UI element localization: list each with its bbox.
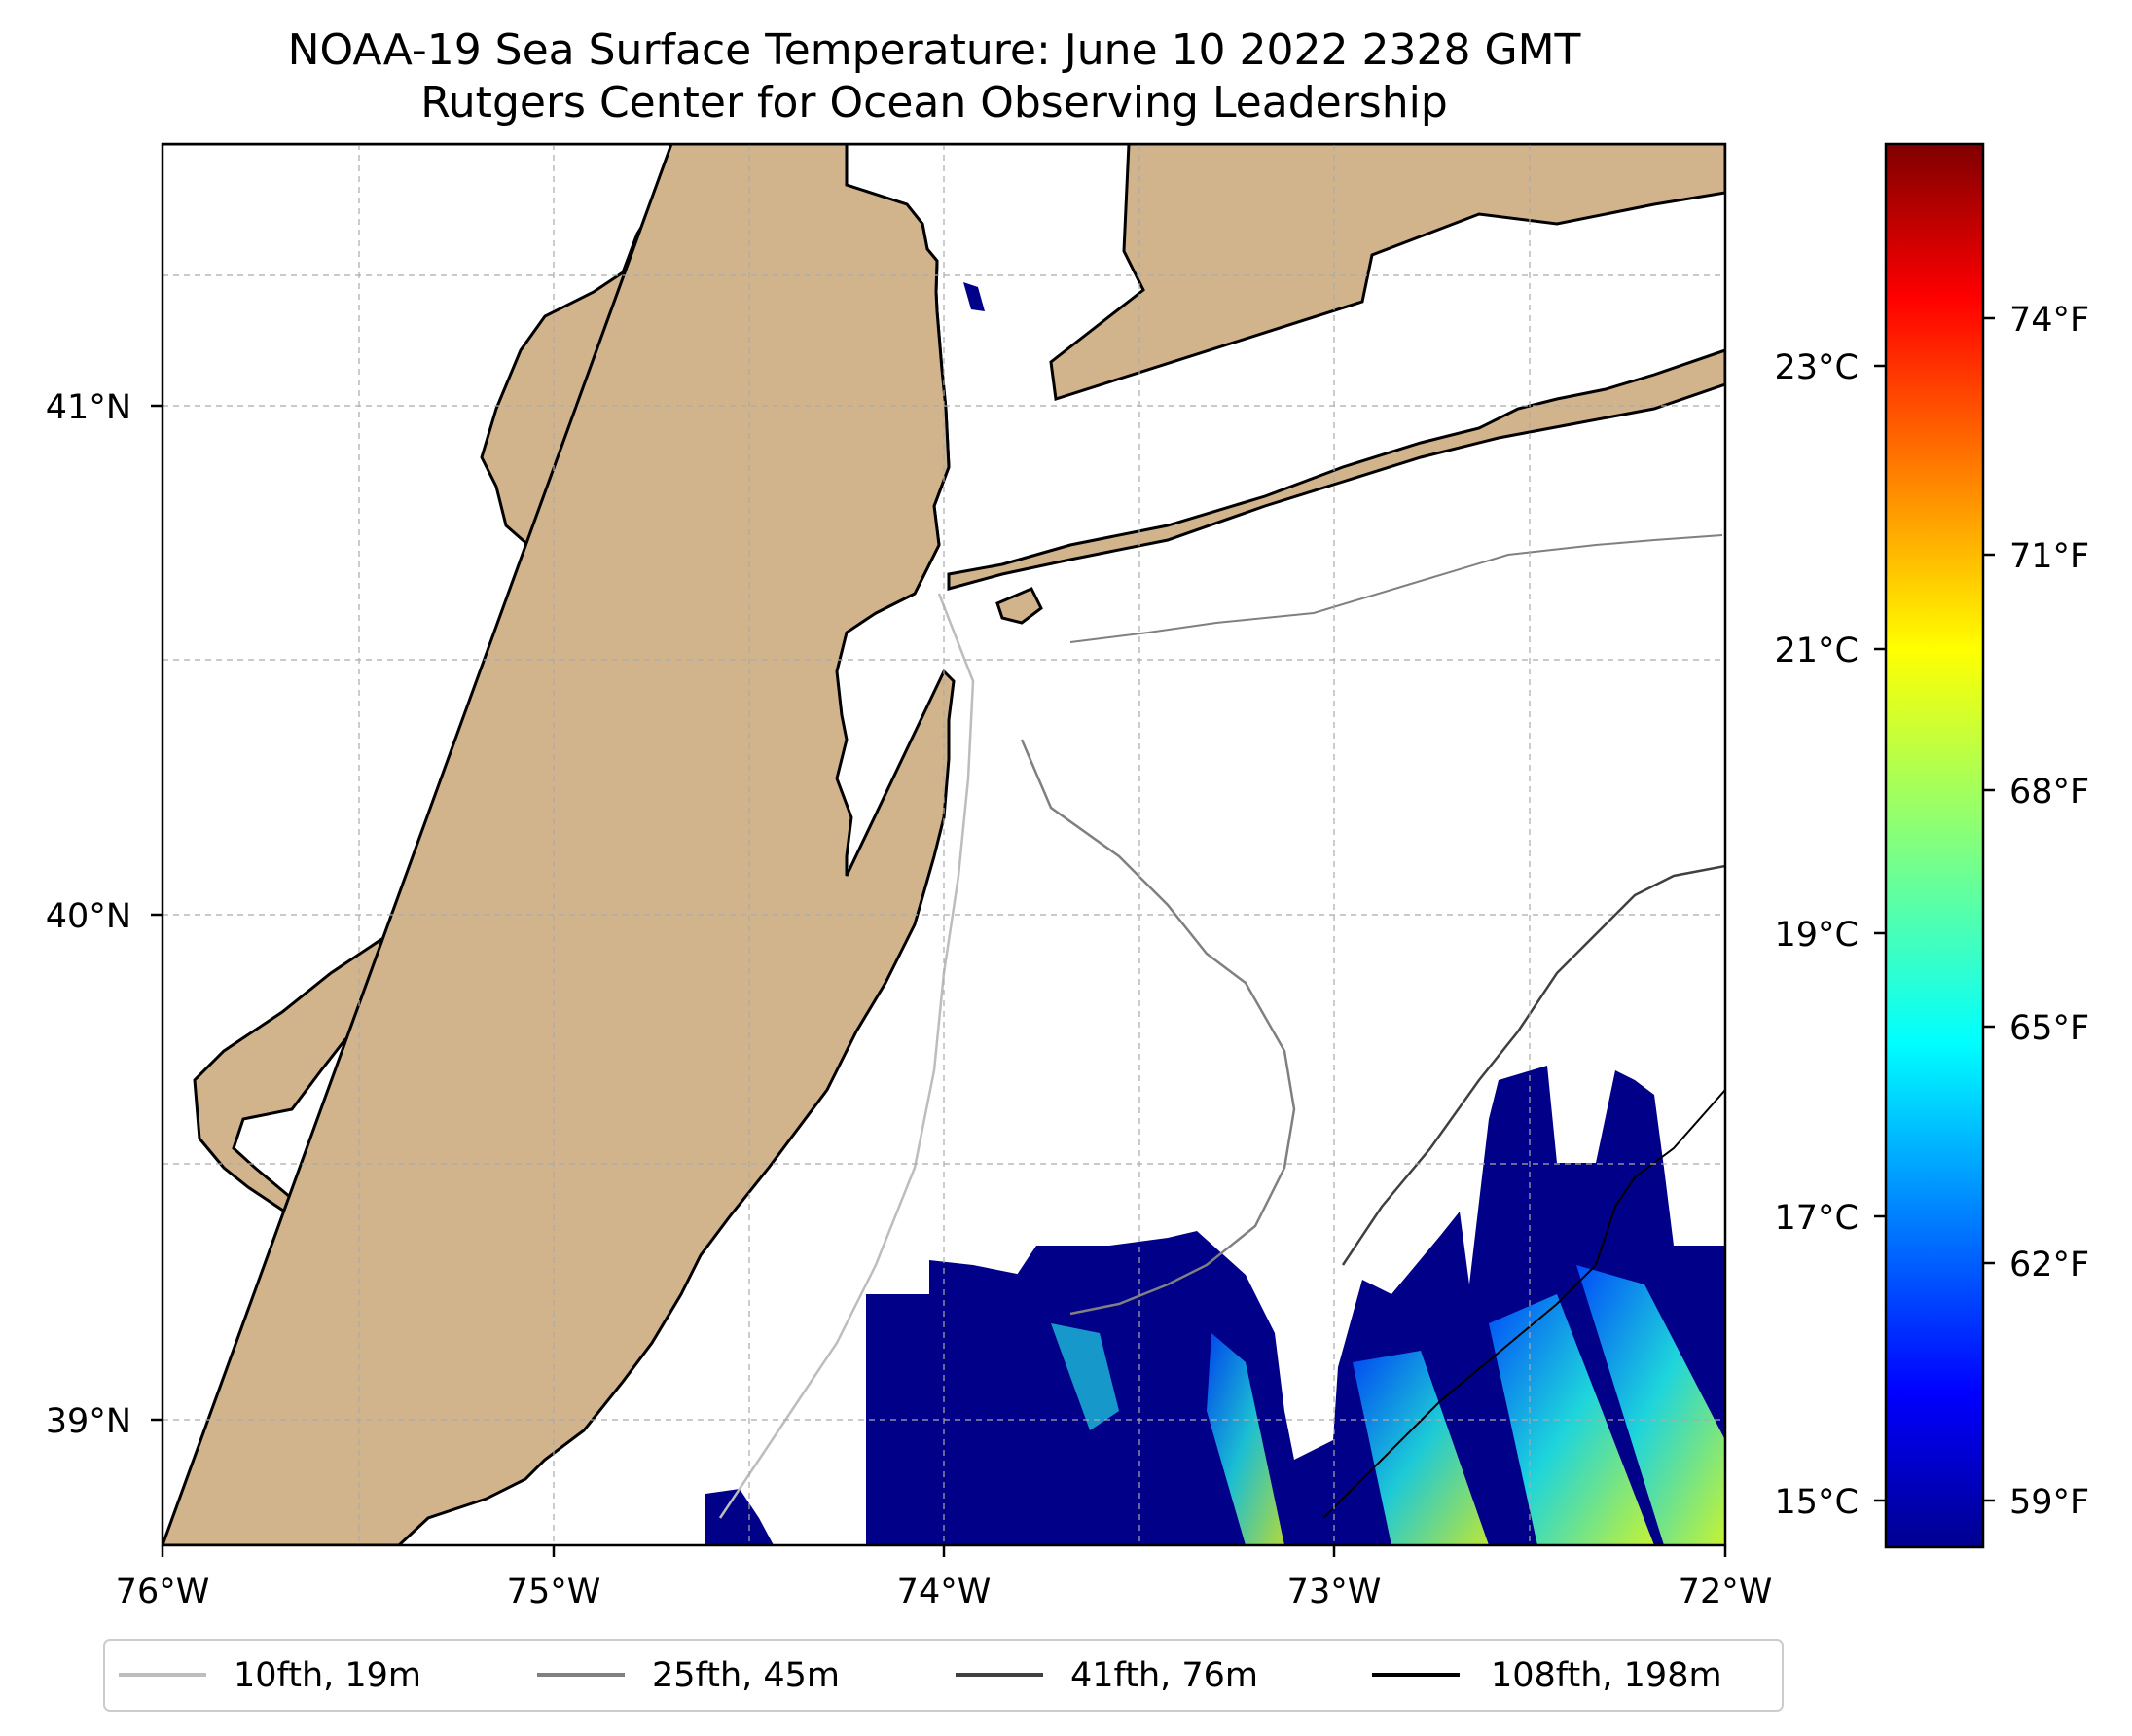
legend-item: 25fth, 45m (537, 1656, 840, 1695)
colorbar-celsius-ticks: 15°C 17°C 19°C 21°C 23°C (1775, 348, 1886, 1522)
x-tick-label: 73°W (1287, 1573, 1382, 1611)
land-mainland (163, 144, 1725, 401)
gridlines (163, 144, 1725, 1545)
contour-25fth (1020, 739, 1296, 1316)
colorbar: 15°C 17°C 19°C 21°C 23°C 59°F 62°F 65°F … (1775, 142, 2089, 1549)
y-tick-label: 40°N (46, 897, 131, 936)
legend-label: 108fth, 198m (1491, 1656, 1722, 1695)
colorbar-fahrenheit-ticks: 59°F 62°F 65°F 68°F 71°F 74°F (1983, 301, 2089, 1522)
colorbar-fahrenheit-label: 65°F (2009, 1009, 2089, 1048)
x-axis: 76°W 75°W 74°W 73°W 72°W (116, 1545, 1773, 1611)
colorbar-fahrenheit-label: 62°F (2009, 1246, 2089, 1284)
x-tick-label: 72°W (1679, 1573, 1773, 1611)
map-title-line1: NOAA-19 Sea Surface Temperature: June 10… (288, 25, 1581, 75)
contour-108fth (1322, 1089, 1725, 1519)
map-title-line2: Rutgers Center for Ocean Observing Leade… (420, 78, 1448, 127)
land-staten-island (995, 587, 1043, 625)
legend-item: 41fth, 76m (956, 1656, 1258, 1695)
x-tick-label: 74°W (897, 1573, 992, 1611)
colorbar-celsius-label: 21°C (1775, 632, 1859, 670)
y-tick-label: 41°N (46, 388, 131, 427)
legend-label: 41fth, 76m (1070, 1656, 1258, 1695)
sst-warm-band-2 (1353, 1351, 1489, 1545)
sst-cold-region (866, 1066, 1725, 1545)
bathymetry-contours (718, 534, 1725, 1519)
y-tick-label: 39°N (46, 1402, 131, 1441)
x-tick-label: 75°W (507, 1573, 601, 1611)
colorbar-fahrenheit-label: 74°F (2009, 301, 2089, 340)
contour-10fth (718, 593, 975, 1519)
sst-hudson-patch (963, 282, 985, 311)
colorbar-fahrenheit-label: 71°F (2009, 537, 2089, 576)
x-tick-label: 76°W (116, 1573, 210, 1611)
legend-frame (103, 1639, 1784, 1712)
legend-item: 108fth, 198m (1372, 1656, 1722, 1695)
sst-warm-band-1 (1207, 1333, 1284, 1545)
colorbar-fahrenheit-label: 59°F (2009, 1483, 2089, 1522)
sst-warm-band-4 (1576, 1265, 1725, 1545)
colorbar-celsius-label: 19°C (1775, 916, 1859, 955)
sst-swath (705, 282, 1725, 1545)
contour-25fth-east (1069, 534, 1723, 643)
colorbar-fahrenheit-label: 68°F (2009, 773, 2089, 812)
colorbar-celsius-label: 15°C (1775, 1483, 1859, 1522)
sst-cyan-band (1051, 1323, 1119, 1430)
legend-label: 10fth, 19m (234, 1656, 421, 1695)
contour-41fth (1341, 864, 1725, 1266)
sst-cold-patch (705, 1489, 774, 1545)
colorbar-gradient (1884, 142, 1985, 1549)
map-panel (163, 144, 1725, 1545)
colorbar-celsius-label: 17°C (1775, 1199, 1859, 1238)
land-long-island (947, 348, 1725, 591)
legend-label: 25fth, 45m (652, 1656, 840, 1695)
colorbar-celsius-label: 23°C (1775, 348, 1859, 387)
legend-item: 10fth, 19m (119, 1656, 421, 1695)
legend: 10fth, 19m 25fth, 45m 41fth, 76m 108fth,… (103, 1639, 1784, 1712)
y-axis: 39°N 40°N 41°N (46, 388, 163, 1441)
